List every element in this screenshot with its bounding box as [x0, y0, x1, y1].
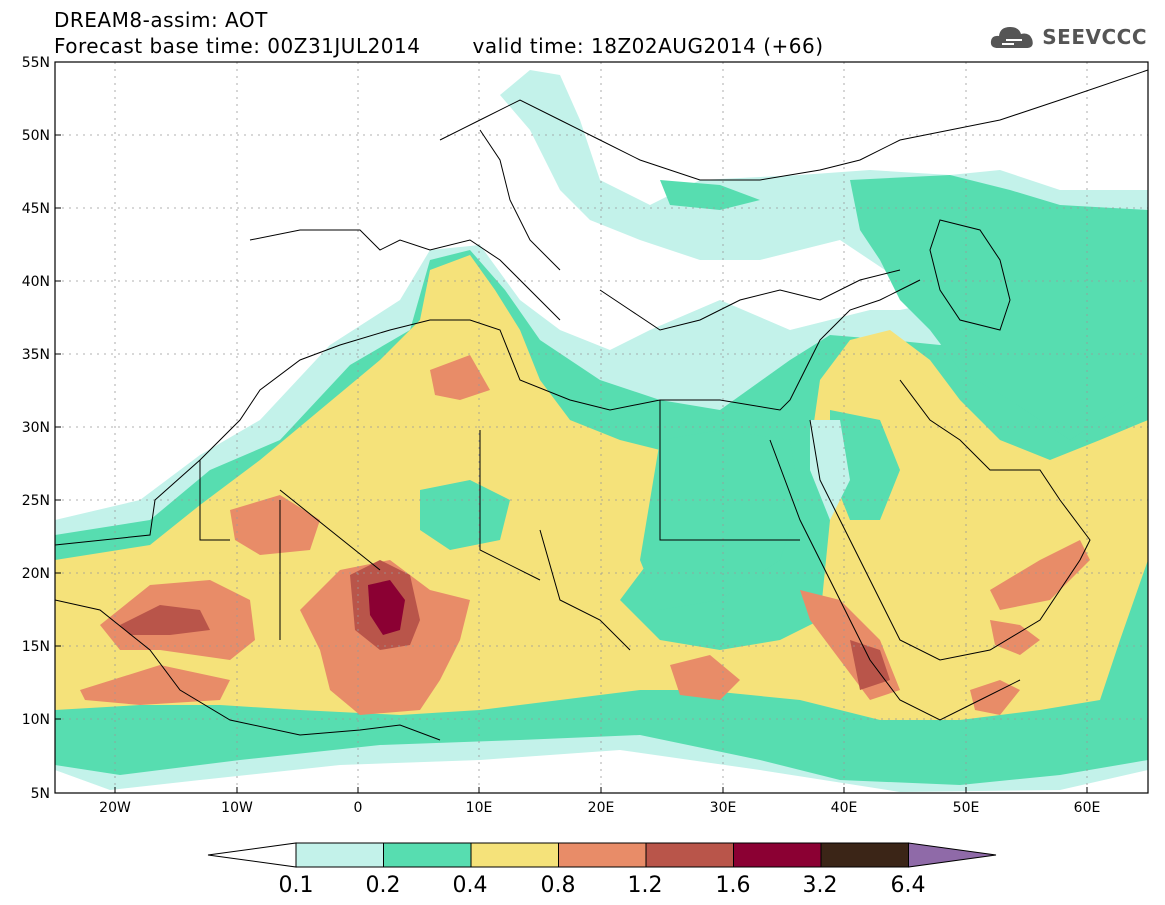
colorbar-labels: 0.1 0.2 0.4 0.8 1.2 1.6 3.2 6.4 — [279, 873, 926, 898]
forecast-base-time: Forecast base time: 00Z31JUL2014 — [54, 34, 421, 58]
axis-ticks — [55, 61, 1088, 794]
lat-tick-label: 45N — [22, 201, 50, 217]
colorbar-segment — [295, 842, 384, 868]
lon-tick-label: 60E — [1074, 800, 1101, 816]
aot-green-arabia — [830, 410, 900, 520]
lat-tick-label: 55N — [22, 55, 50, 71]
lat-tick-label: 40N — [22, 274, 50, 290]
aot-lightblue-redsea — [810, 420, 850, 520]
aot-fields — [55, 62, 1148, 793]
colorbar-segment — [820, 842, 909, 868]
coastlines — [55, 69, 1148, 741]
aot-band-0.8-algeria — [430, 355, 490, 400]
colorbar-label: 1.2 — [628, 873, 663, 898]
lon-tick-label: 20E — [588, 800, 615, 816]
lat-tick-label: 15N — [22, 639, 50, 655]
lon-tick-label: 10W — [221, 800, 253, 816]
map-gridlines — [55, 62, 1148, 793]
lat-tick-label: 10N — [22, 712, 50, 728]
aot-band-0.8-oman — [990, 620, 1040, 655]
colorbar-label: 1.6 — [716, 873, 751, 898]
cloud-icon — [991, 27, 1033, 48]
aot-band-0.2-caspian — [660, 180, 760, 210]
aot-band-1.2-west — [120, 605, 210, 635]
lon-tick-label: 50E — [953, 800, 980, 816]
aot-band-0.8-coast — [80, 665, 230, 705]
colorbar-segment — [645, 842, 734, 868]
aot-band-0.8-sahara — [230, 495, 320, 555]
lat-tick-label: 25N — [22, 493, 50, 509]
colorbar-label: 6.4 — [891, 873, 926, 898]
colorbar-segment — [908, 842, 997, 868]
lat-tick-label: 20N — [22, 566, 50, 582]
aot-band-0.8-sudan — [670, 655, 740, 700]
lat-tick-label: 5N — [31, 786, 50, 802]
aot-band-1.2-ethiopia — [850, 640, 890, 690]
lon-tick-label: 30E — [710, 800, 737, 816]
colorbar-segment — [470, 842, 559, 868]
colorbar-segment — [733, 842, 822, 868]
aot-band-0.2-north — [850, 175, 1148, 440]
lat-tick-label: 30N — [22, 420, 50, 436]
aot-band-0.8-arabia — [990, 540, 1090, 610]
seevccc-logo: SEEVCCC — [988, 22, 1147, 52]
colorbar-label: 0.4 — [453, 873, 488, 898]
aot-green-sahel — [640, 430, 800, 610]
lon-tick-label: 40E — [831, 800, 858, 816]
colorbar — [207, 842, 997, 868]
colorbar-segment — [207, 842, 297, 868]
colorbar-label: 0.1 — [279, 873, 314, 898]
lon-tick-label: 0 — [354, 800, 363, 816]
lon-tick-labels: 20W 10W 0 10E 20E 30E 40E 50E 60E — [99, 800, 1100, 816]
logo-text: SEEVCCC — [1042, 25, 1147, 49]
lat-tick-labels: 55N 50N 45N 40N 35N 30N 25N 20N 15N 10N … — [22, 55, 50, 802]
colorbar-label: 3.2 — [803, 873, 838, 898]
lon-tick-label: 20W — [99, 800, 131, 816]
valid-time: valid time: 18Z02AUG2014 (+66) — [472, 34, 824, 58]
aot-green-mali — [420, 480, 510, 550]
colorbar-segment — [558, 842, 647, 868]
colorbar-segment — [383, 842, 472, 868]
lon-tick-label: 10E — [466, 800, 493, 816]
colorbar-label: 0.2 — [366, 873, 401, 898]
chart-subtitle: Forecast base time: 00Z31JUL2014 valid ti… — [54, 34, 824, 58]
lat-tick-label: 50N — [22, 128, 50, 144]
chart-title: DREAM8-assim: AOT — [54, 8, 268, 32]
aot-band-0.8-somalia — [970, 680, 1020, 715]
colorbar-label: 0.8 — [541, 873, 576, 898]
lat-tick-label: 35N — [22, 347, 50, 363]
aot-band-1.6-mali — [368, 580, 405, 635]
